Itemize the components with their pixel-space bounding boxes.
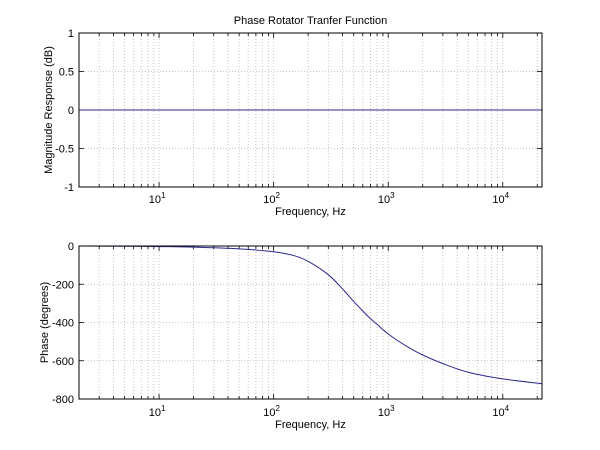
axes-frame — [78, 245, 543, 400]
x-tick-label: 101 — [149, 191, 166, 206]
y-grid — [79, 283, 542, 362]
x-tick-label: 103 — [378, 404, 395, 419]
y-tick-label: -200 — [52, 279, 74, 291]
x-tick-label: 103 — [378, 191, 395, 206]
x-tick-label: 104 — [492, 191, 509, 206]
x-tick-label: 102 — [263, 191, 280, 206]
y-tick-label: -400 — [52, 318, 74, 330]
axes-frame — [78, 32, 543, 188]
y-tick-label: 0.5 — [59, 67, 74, 79]
x-tick-label: 104 — [492, 404, 509, 419]
chart-title: Phase Rotator Tranfer Function — [234, 15, 387, 27]
y-axis-label: Phase (degrees) — [39, 282, 51, 363]
y-tick-label: -1 — [64, 182, 74, 194]
x-tick-label: 102 — [263, 404, 280, 419]
y-tick-label: 0 — [68, 241, 74, 253]
magnitude-chart: -1 -0.5 0 0.5 1 101 102 103 104 Phase Rotator Tra… — [43, 15, 543, 218]
y-tick-label: -800 — [52, 394, 74, 406]
phase-chart: -800 -600 -400 -200 0 101 102 103 104 Frequency, … — [39, 241, 543, 431]
x-tick-label: 101 — [149, 404, 166, 419]
y-tick-label: 1 — [68, 28, 74, 40]
x-axis-label: Frequency, Hz — [275, 206, 346, 218]
y-tick-label: -600 — [52, 356, 74, 368]
y-axis-label: Magnitude Response (dB) — [43, 46, 55, 174]
x-axis-label: Frequency, Hz — [275, 419, 346, 431]
y-tick-label: 0 — [68, 105, 74, 117]
phase-series-line — [78, 245, 543, 385]
y-tick-label: -0.5 — [55, 144, 74, 156]
